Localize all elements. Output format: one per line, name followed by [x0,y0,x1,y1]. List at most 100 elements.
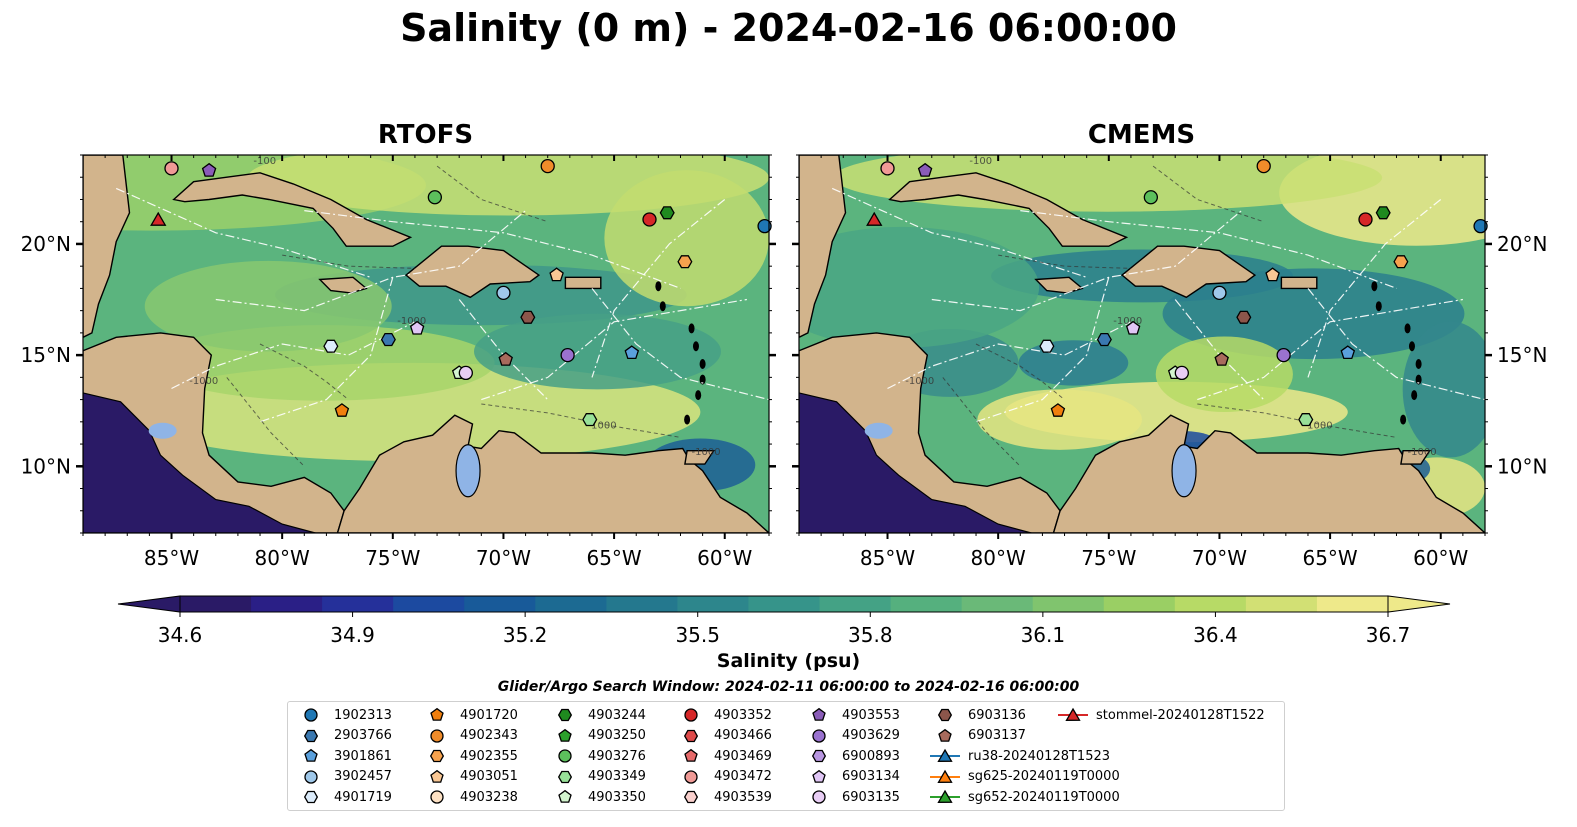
obs-marker-4903051 [549,267,564,282]
panel-title-rtofs: RTOFS [377,120,474,150]
colorbar-tick-label: 34.9 [330,623,375,647]
pentagon-marker-icon [812,707,826,721]
legend-label: 4903238 [460,789,518,805]
lon-tick-label: 60°W [697,546,752,570]
obs-marker-1902313 [757,219,772,234]
obs-marker-4902343 [1256,158,1271,174]
land-mass [564,276,602,290]
colorbar-ticks: 34.6 34.9 35.2 35.5 35.8 36.1 36.4 36.7 [0,623,1577,649]
hexagon-marker-icon [811,749,827,763]
legend-item: 1902313 [294,705,392,725]
boundary-line [304,210,681,289]
obs-marker-4903553 [201,162,217,177]
obs-marker-4901719 [1039,339,1055,353]
legend-item: 4903469 [674,746,772,766]
obs-marker-stommel-20240128T1522 [150,211,167,226]
legend-label: 4903553 [842,707,900,723]
boundary-line [1020,210,1397,289]
lon-tick-label: 60°W [1413,546,1468,570]
legend-label: 4903349 [588,769,646,784]
legend-item: 6900893 [802,746,900,766]
lat-tick-label: 15°N [1497,343,1547,367]
island [1375,301,1382,312]
colorbar-segment [464,596,536,612]
legend-item: sg625-20240119T0000 [928,767,1120,787]
bathymetry-contour [942,377,1021,467]
contour-label: -1000 [1304,420,1333,431]
colorbar-tick-label: 34.6 [157,623,203,647]
legend-label: 4903350 [588,789,646,805]
legend-marker [937,748,953,762]
map-frame [798,154,1486,534]
search-window-text: Glider/Argo Search Window: 2024-02-11 06… [497,679,1080,695]
legend-marker [304,748,318,762]
colorbar-tick-label: 36.1 [1020,623,1066,647]
boundary-line [591,199,726,378]
pentagon-marker-icon [684,748,698,762]
island [695,390,702,401]
island [684,414,691,425]
lon-tick-label: 80°W [255,546,310,570]
colorbar-label: Salinity (psu) [716,650,861,672]
legend-item: 4903539 [674,787,772,807]
legend-item: 6903136 [928,705,1026,725]
legend-marker [558,749,572,763]
land-mass [1400,450,1432,465]
island [659,301,666,312]
colorbar-segment [890,596,963,612]
obs-marker-3902457 [496,285,511,301]
legend-item: 4903350 [548,787,646,807]
land-mass [1034,276,1084,294]
lake-maracaibo [1171,444,1197,498]
colorbar-tick-label: 36.7 [1365,623,1411,647]
legend-item: 6903135 [802,787,900,807]
salinity-patch [799,226,1040,348]
land-mass [83,155,131,339]
boundary-line [171,321,416,390]
colorbar-tick-label: 35.5 [675,623,720,647]
colorbar [117,595,1451,617]
pentagon-marker-icon [812,769,826,783]
colorbar-segment [819,596,892,612]
obs-marker-6903136 [520,310,536,324]
figure-title: Salinity (0 m) - 2024-02-16 06:00:00 [400,6,1177,50]
obs-marker-4903244 [659,206,675,220]
legend-item: 4902355 [420,746,518,766]
pentagon-marker-icon [938,728,952,742]
colorbar-extend-high [1387,595,1451,613]
colorbar-tick-label: 35.2 [502,623,548,647]
land-mass [1280,276,1318,290]
colorbar-segment [251,596,323,612]
legend-marker [304,708,318,722]
contour-label: -100 [253,156,276,167]
legend-marker [558,728,572,742]
obs-marker-6903135 [458,365,473,381]
obs-marker-4902343 [540,158,555,174]
legend: 1902313 2903766 3901861 3902457 4901719 49017… [287,701,1285,811]
legend-marker [558,789,572,803]
triangle-marker-icon [930,789,960,803]
boundary-line [975,277,1110,423]
island [692,341,699,352]
colorbar-segment [1316,596,1389,612]
hexagon-marker-icon [683,729,699,742]
boundary-line [1307,199,1442,378]
boundary-line [259,277,394,423]
colorbar-segment [1103,596,1176,612]
legend-item: 4901720 [420,705,518,725]
contour-label: -1000 [905,376,934,387]
legend-label: 1902313 [334,707,392,723]
legend-item: 4903466 [674,726,772,746]
map-panel-cmems: -100 -1000 -1000 -1000 -1000 85°W 80°W 75°W 70°W… [792,154,1547,570]
map-panels: -100 -1000 -1000 -1000 -1000 85°W 80°W 75°W 70°W… [21,154,1547,570]
obs-marker-4903352 [1358,212,1373,227]
hexagon-marker-icon [683,790,699,804]
salinity-patch [977,389,1142,450]
colorbar-segment [606,596,678,612]
land-mass [888,172,1129,247]
land-mass [336,414,769,533]
circle-marker-icon [684,769,698,784]
legend-item: 4901719 [294,787,392,807]
legend-label: 4902355 [460,748,518,764]
contour-label: -1000 [692,447,721,458]
